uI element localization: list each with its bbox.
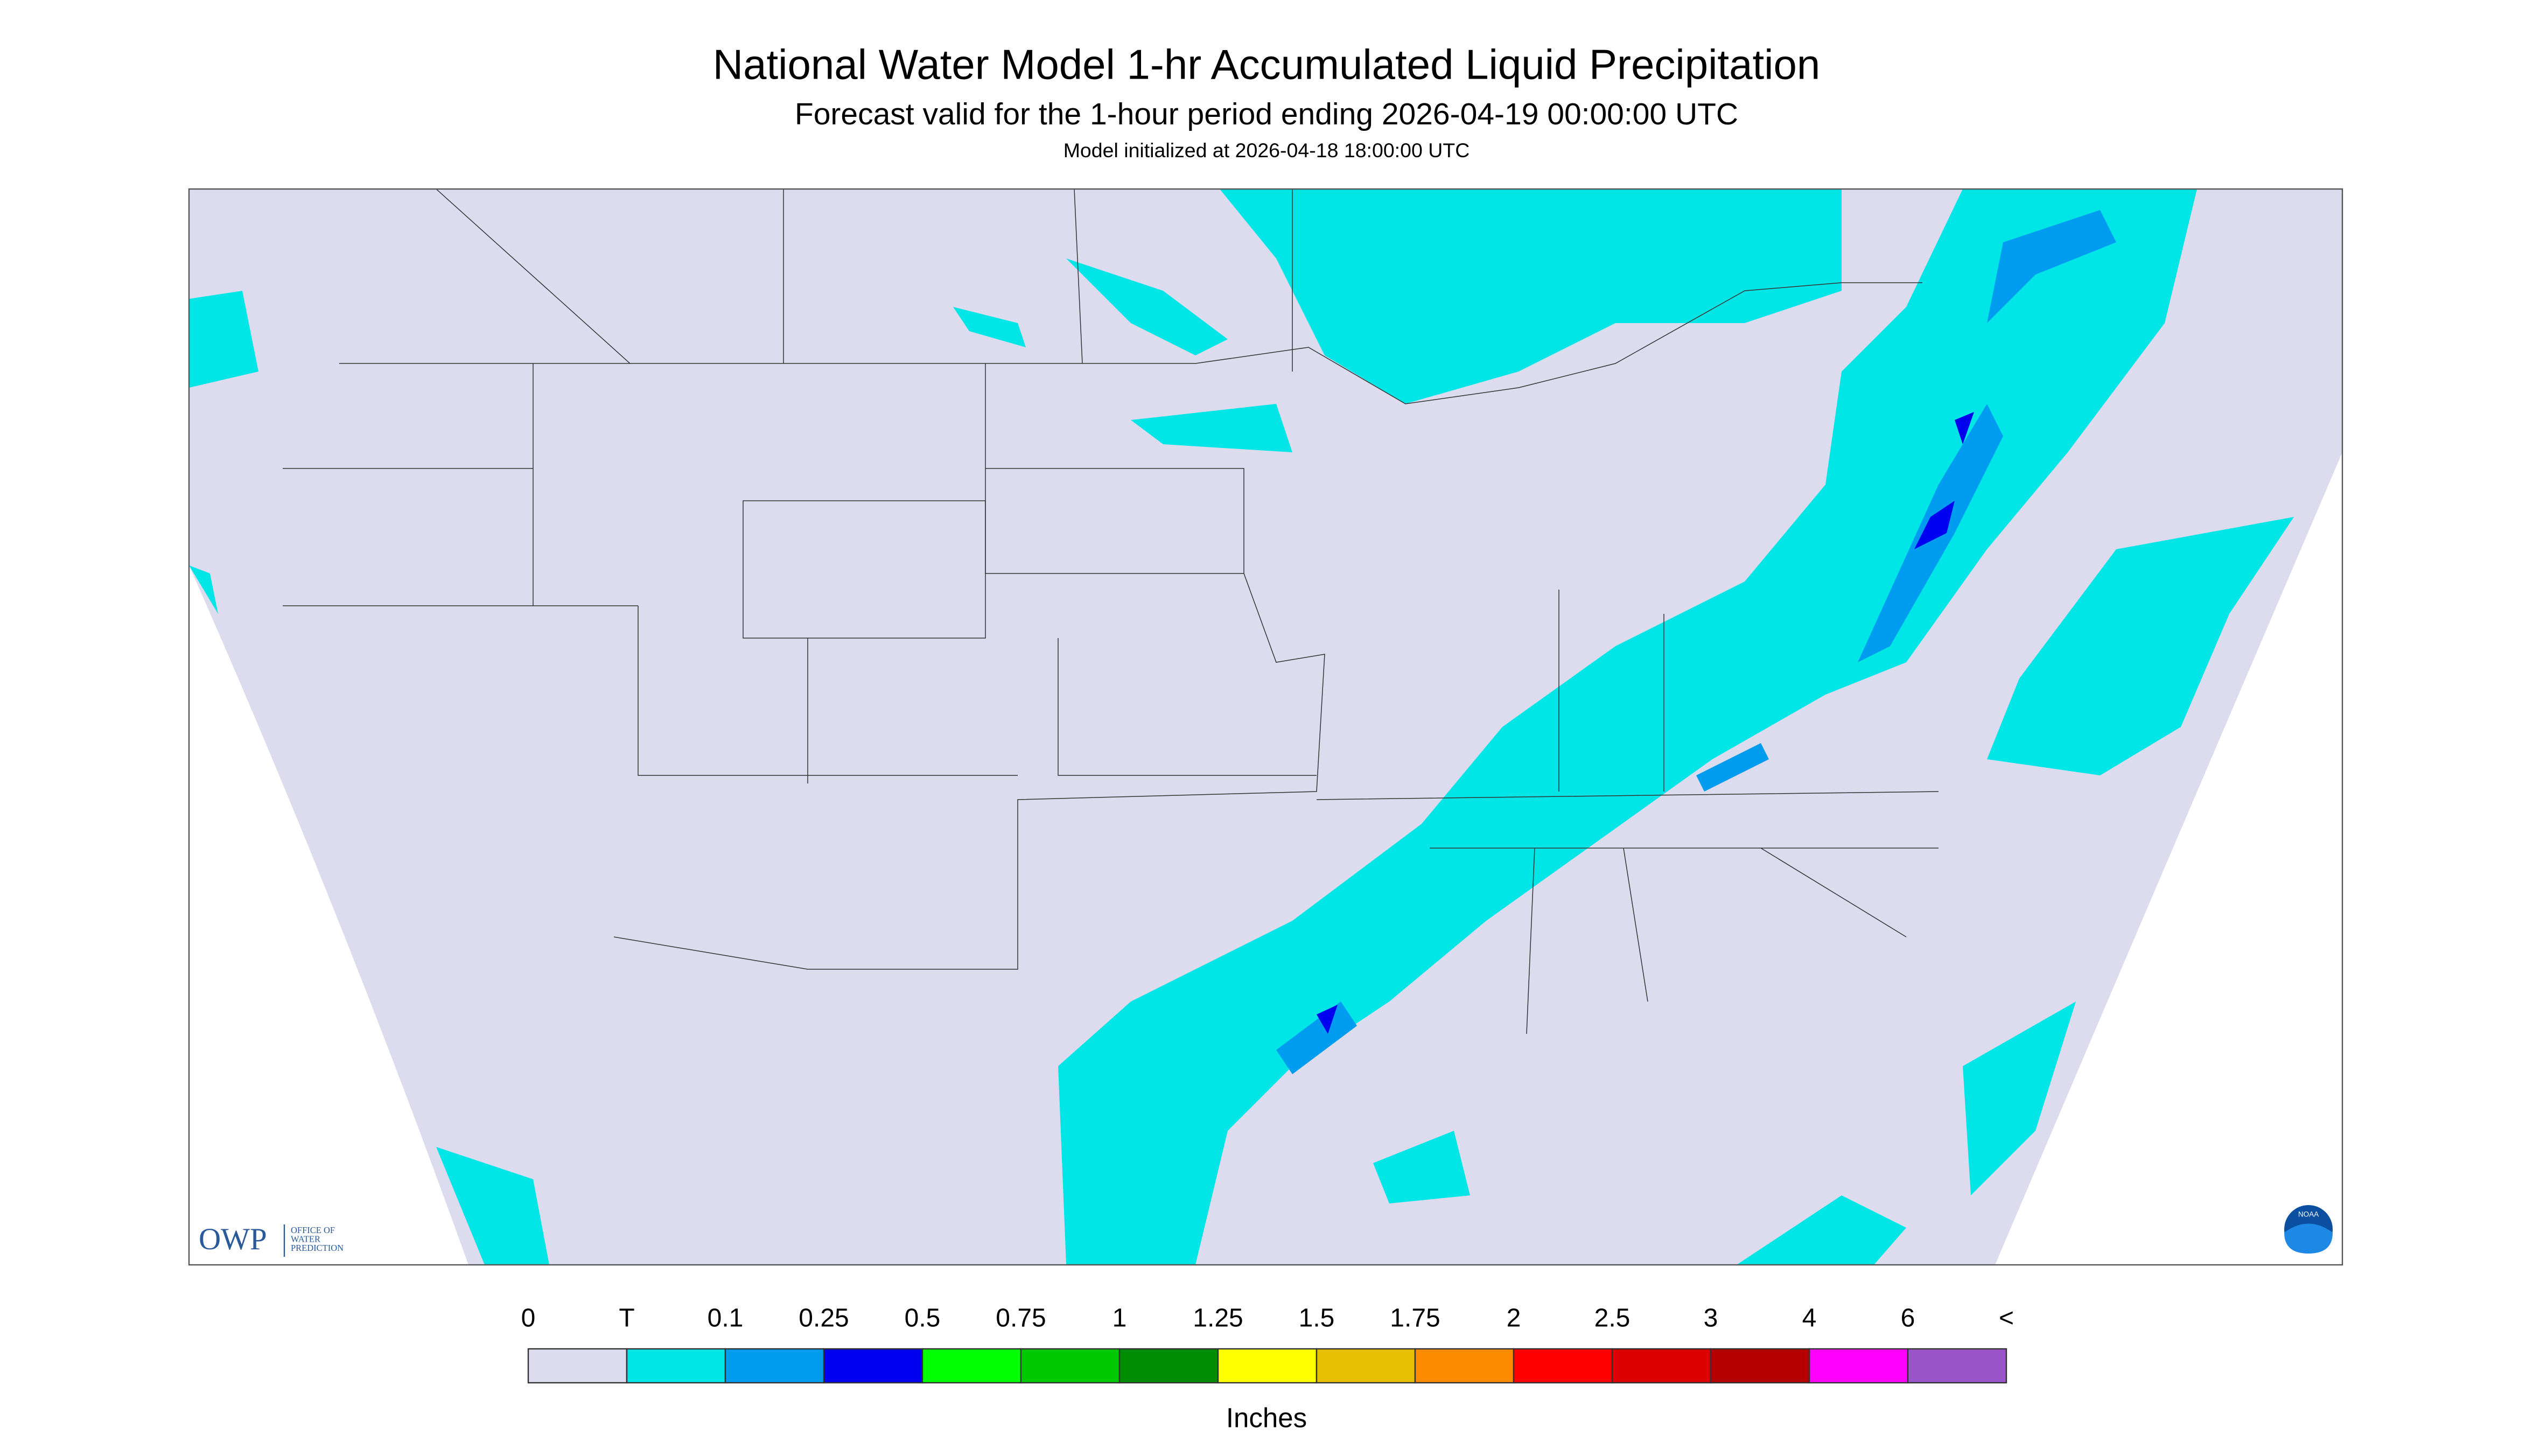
- legend-label: 1.25: [1193, 1304, 1243, 1333]
- legend-label: 0: [521, 1304, 536, 1333]
- legend-label: 1: [1112, 1304, 1127, 1333]
- legend-label: 2: [1507, 1304, 1521, 1333]
- legend-swatch: [1414, 1348, 1515, 1384]
- precip-light: [189, 189, 2294, 1265]
- legend-label: 0.1: [708, 1304, 744, 1333]
- legend-label: 2.5: [1594, 1304, 1631, 1333]
- legend-swatch: [921, 1348, 1022, 1384]
- legend-swatch: [823, 1348, 923, 1384]
- legend-swatch: [1710, 1348, 1810, 1384]
- legend-swatch: [626, 1348, 726, 1384]
- legend-swatch: [527, 1348, 628, 1384]
- legend-label: 0.5: [905, 1304, 941, 1333]
- owp-logo: OWP: [199, 1222, 267, 1256]
- legend-swatch: [1118, 1348, 1219, 1384]
- subtitle: Forecast valid for the 1-hour period end…: [795, 97, 1738, 131]
- precip-heavy: [1317, 412, 1974, 1034]
- owp-text-line: PREDICTION: [291, 1243, 344, 1253]
- legend: 0 T 0.1 0.25 0.5 0.75 1 1.25 1.5 1.75 2 2.5 3 4 6 <: [521, 1304, 2014, 1384]
- legend-label: 4: [1802, 1304, 1817, 1333]
- owp-text-line: OFFICE OF: [291, 1225, 335, 1235]
- legend-label: 3: [1704, 1304, 1718, 1333]
- legend-swatch: [1316, 1348, 1416, 1384]
- legend-swatch: [1808, 1348, 1909, 1384]
- legend-swatch: [1611, 1348, 1712, 1384]
- noaa-label: NOAA: [2298, 1210, 2319, 1219]
- init-time: Model initialized at 2026-04-18 18:00:00…: [1063, 139, 1470, 162]
- legend-label: 1.75: [1390, 1304, 1440, 1333]
- legend-swatch: [1217, 1348, 1318, 1384]
- legend-label: 0.25: [799, 1304, 849, 1333]
- legend-swatch: [1020, 1348, 1121, 1384]
- borders: [283, 189, 1939, 1034]
- model-domain: [189, 189, 2342, 1265]
- legend-label: 6: [1901, 1304, 1915, 1333]
- legend-swatch: [724, 1348, 825, 1384]
- map-frame: [188, 188, 2343, 1266]
- legend-label: <: [1999, 1304, 2014, 1333]
- legend-label: 0.75: [996, 1304, 1046, 1333]
- title: National Water Model 1-hr Accumulated Li…: [713, 41, 1821, 88]
- legend-swatch: [1907, 1348, 2007, 1384]
- legend-swatch: [1513, 1348, 1613, 1384]
- legend-label: T: [619, 1304, 634, 1333]
- noaa-wave: [2284, 1223, 2333, 1254]
- legend-label: 1.5: [1299, 1304, 1335, 1333]
- owp-text-line: WATER: [291, 1234, 320, 1244]
- legend-unit: Inches: [1226, 1402, 1307, 1433]
